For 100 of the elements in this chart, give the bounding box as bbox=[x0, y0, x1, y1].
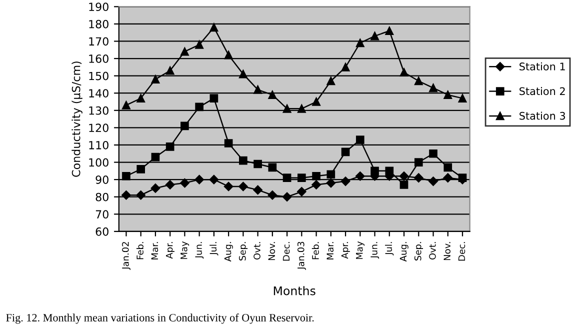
y-tick-label: 130 bbox=[89, 106, 108, 115]
y-tick-label: 110 bbox=[89, 140, 108, 150]
point bbox=[122, 172, 130, 180]
y-tick-label: 70 bbox=[96, 210, 108, 219]
y-tick-label: 180 bbox=[89, 20, 108, 28]
y-tick-label: 90 bbox=[96, 176, 108, 184]
point bbox=[195, 102, 204, 112]
point bbox=[458, 94, 467, 102]
x-tick-label: Nov. bbox=[444, 242, 450, 260]
point bbox=[356, 38, 364, 48]
point bbox=[180, 178, 190, 188]
x-tick-label: May bbox=[356, 241, 365, 259]
y-tick-label: 80 bbox=[96, 192, 108, 202]
y-tick-label: 120 bbox=[89, 124, 108, 132]
point bbox=[122, 190, 131, 200]
x-tick-label: Aug. bbox=[224, 242, 233, 262]
x-tick-label: May bbox=[180, 241, 190, 259]
point bbox=[370, 32, 379, 40]
y-tick-label: 190 bbox=[89, 2, 108, 12]
point bbox=[166, 142, 174, 151]
point bbox=[180, 122, 189, 130]
x-tick-label: Apr. bbox=[341, 242, 350, 259]
x-tick-label: Jan.02 bbox=[122, 242, 131, 270]
point bbox=[297, 174, 306, 182]
point bbox=[429, 149, 438, 158]
point bbox=[136, 190, 146, 200]
x-tick-label: Feb. bbox=[312, 242, 319, 260]
point bbox=[385, 26, 394, 36]
y-axis-title: Conductivity (µS/cm) bbox=[72, 62, 82, 177]
x-tick-label: Apr. bbox=[166, 242, 174, 259]
x-tick-label: Jun. bbox=[370, 242, 380, 259]
point bbox=[312, 172, 320, 180]
point bbox=[180, 47, 189, 56]
x-tick-label: Aug. bbox=[400, 242, 408, 262]
point bbox=[254, 85, 262, 94]
y-tick-label: 150 bbox=[89, 72, 108, 80]
point bbox=[239, 156, 248, 165]
point bbox=[210, 23, 218, 32]
x-tick-label: Ovt. bbox=[254, 242, 260, 260]
x-tick-label: Jan.03 bbox=[297, 242, 306, 270]
legend-label: Station 3 bbox=[520, 112, 566, 120]
point bbox=[224, 139, 233, 148]
point bbox=[356, 171, 365, 181]
point bbox=[136, 165, 145, 174]
point bbox=[150, 184, 160, 193]
point bbox=[414, 173, 424, 182]
point bbox=[136, 94, 145, 102]
point bbox=[312, 98, 320, 106]
point bbox=[444, 90, 452, 100]
point bbox=[341, 63, 350, 72]
point bbox=[414, 158, 423, 166]
x-tick-label: Ovt. bbox=[429, 242, 436, 260]
x-tick-label: Sep. bbox=[414, 242, 423, 260]
point bbox=[224, 182, 234, 192]
point bbox=[151, 75, 160, 84]
point bbox=[326, 178, 336, 188]
point bbox=[165, 180, 175, 190]
point bbox=[210, 94, 218, 102]
point bbox=[194, 174, 204, 184]
y-tick-label: 170 bbox=[89, 37, 108, 46]
point bbox=[340, 176, 350, 186]
x-tick-label: Feb. bbox=[136, 242, 144, 260]
point bbox=[444, 163, 452, 172]
point bbox=[341, 148, 350, 156]
point bbox=[254, 160, 262, 168]
point bbox=[297, 187, 306, 196]
point bbox=[428, 176, 438, 186]
point bbox=[239, 70, 248, 78]
x-tick-label: Dec. bbox=[282, 242, 290, 261]
caption: Fig. 12. Monthly mean variations in Conductivity of Oyun Reservoir. bbox=[6, 314, 314, 324]
x-tick-label: Mar. bbox=[326, 242, 334, 260]
point bbox=[297, 104, 306, 113]
x-tick-label: Nov. bbox=[268, 242, 276, 260]
point bbox=[151, 152, 160, 162]
legend-label: Station 1 bbox=[520, 62, 565, 70]
point bbox=[268, 90, 277, 100]
x-tick-label: Jul. bbox=[385, 242, 394, 256]
point bbox=[224, 50, 233, 60]
point bbox=[326, 76, 336, 86]
y-tick-label: 140 bbox=[89, 89, 108, 98]
legend-label: Station 2 bbox=[520, 87, 565, 96]
y-tick-label: 100 bbox=[89, 158, 108, 167]
point bbox=[400, 68, 408, 77]
point bbox=[195, 40, 204, 49]
point bbox=[238, 182, 248, 192]
point bbox=[356, 136, 364, 144]
point bbox=[268, 190, 278, 200]
point bbox=[400, 180, 408, 189]
y-tick-label: 60 bbox=[96, 227, 108, 236]
x-tick-label: Sep. bbox=[238, 242, 248, 260]
point bbox=[414, 76, 423, 86]
point bbox=[312, 180, 321, 190]
point bbox=[253, 185, 262, 195]
point bbox=[209, 174, 219, 184]
x-tick-label: Jun. bbox=[195, 242, 204, 259]
point bbox=[122, 101, 130, 110]
y-tick-label: 160 bbox=[89, 54, 108, 63]
point bbox=[429, 84, 438, 92]
point bbox=[399, 171, 409, 181]
x-tick-label: Mar. bbox=[151, 242, 158, 260]
